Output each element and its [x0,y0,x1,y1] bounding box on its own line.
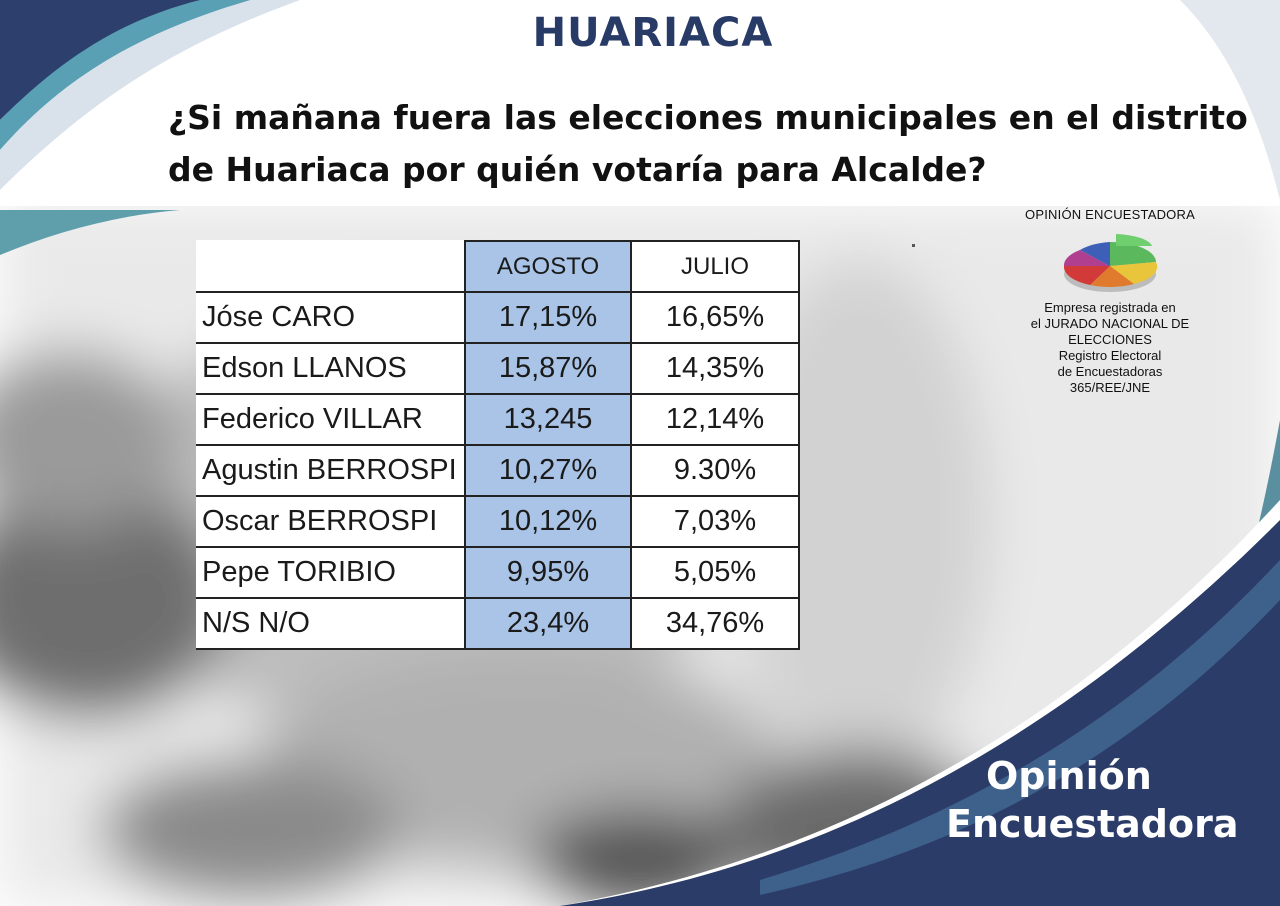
brand-line-2: Encuestadora [946,802,1239,846]
logo-line: Empresa registrada en [1044,300,1176,315]
agosto-value: 10,27% [464,444,632,497]
agosto-value: 23,4% [464,597,632,650]
logo-line: 365/REE/JNE [1069,380,1151,395]
julio-value: 16,65% [630,291,800,344]
julio-value: 14,35% [630,342,800,395]
julio-value: 7,03% [630,495,800,548]
candidate-name: Agustin BERROSPI [196,444,466,497]
agosto-value: 9,95% [464,546,632,599]
agosto-value: 13,245 [464,393,632,446]
table-row: Agustin BERROSPI 10,27% 9.30% [196,444,800,497]
candidate-name: Jóse CARO [196,291,466,344]
julio-value: 34,76% [630,597,800,650]
header-agosto: AGOSTO [464,240,632,293]
agosto-value: 17,15% [464,291,632,344]
table-row: N/S N/O 23,4% 34,76% [196,597,800,650]
logo-line: el JURADO NACIONAL DE [1030,316,1190,331]
candidate-name: Edson LLANOS [196,342,466,395]
brand-line-1: Opinión [986,754,1152,798]
candidate-name: Oscar BERROSPI [196,495,466,548]
logo-line: ELECCIONES [1068,332,1152,347]
logo-title: OPINIÓN ENCUESTADORA [1025,207,1195,222]
poll-question: ¿Si mañana fuera las elecciones municipa… [168,92,1248,196]
header-corner [196,241,466,293]
agosto-value: 15,87% [464,342,632,395]
question-line-1: ¿Si mañana fuera las elecciones municipa… [168,98,1248,137]
table-row: Federico VILLAR 13,245 12,14% [196,393,800,446]
table-row: Edson LLANOS 15,87% 14,35% [196,342,800,395]
pie-chart-icon [1063,234,1158,292]
table-row: Jóse CARO 17,15% 16,65% [196,291,800,344]
candidate-name: N/S N/O [196,597,466,650]
agosto-value: 10,12% [464,495,632,548]
brand-name: Opinión Encuestadora [946,752,1246,848]
table-row: Pepe TORIBIO 9,95% 5,05% [196,546,800,599]
pollster-logo: OPINIÓN ENCUESTADORA Empresa registrada … [1010,207,1210,396]
candidate-name: Pepe TORIBIO [196,546,466,599]
julio-value: 9.30% [630,444,800,497]
question-line-2: de Huariaca por quién votaría para Alcal… [168,150,987,189]
table-header-row: AGOSTO JULIO [196,240,800,293]
poll-results-table: AGOSTO JULIO Jóse CARO 17,15% 16,65% Eds… [196,240,800,650]
headline: HUARIACA [532,10,774,56]
header-julio: JULIO [630,240,800,293]
candidate-name: Federico VILLAR [196,393,466,446]
table-row: Oscar BERROSPI 10,12% 7,03% [196,495,800,548]
logo-line: Registro Electoral [1058,348,1162,363]
julio-value: 12,14% [630,393,800,446]
julio-value: 5,05% [630,546,800,599]
stray-dot [912,244,915,247]
logo-line: de Encuestadoras [1057,364,1163,379]
